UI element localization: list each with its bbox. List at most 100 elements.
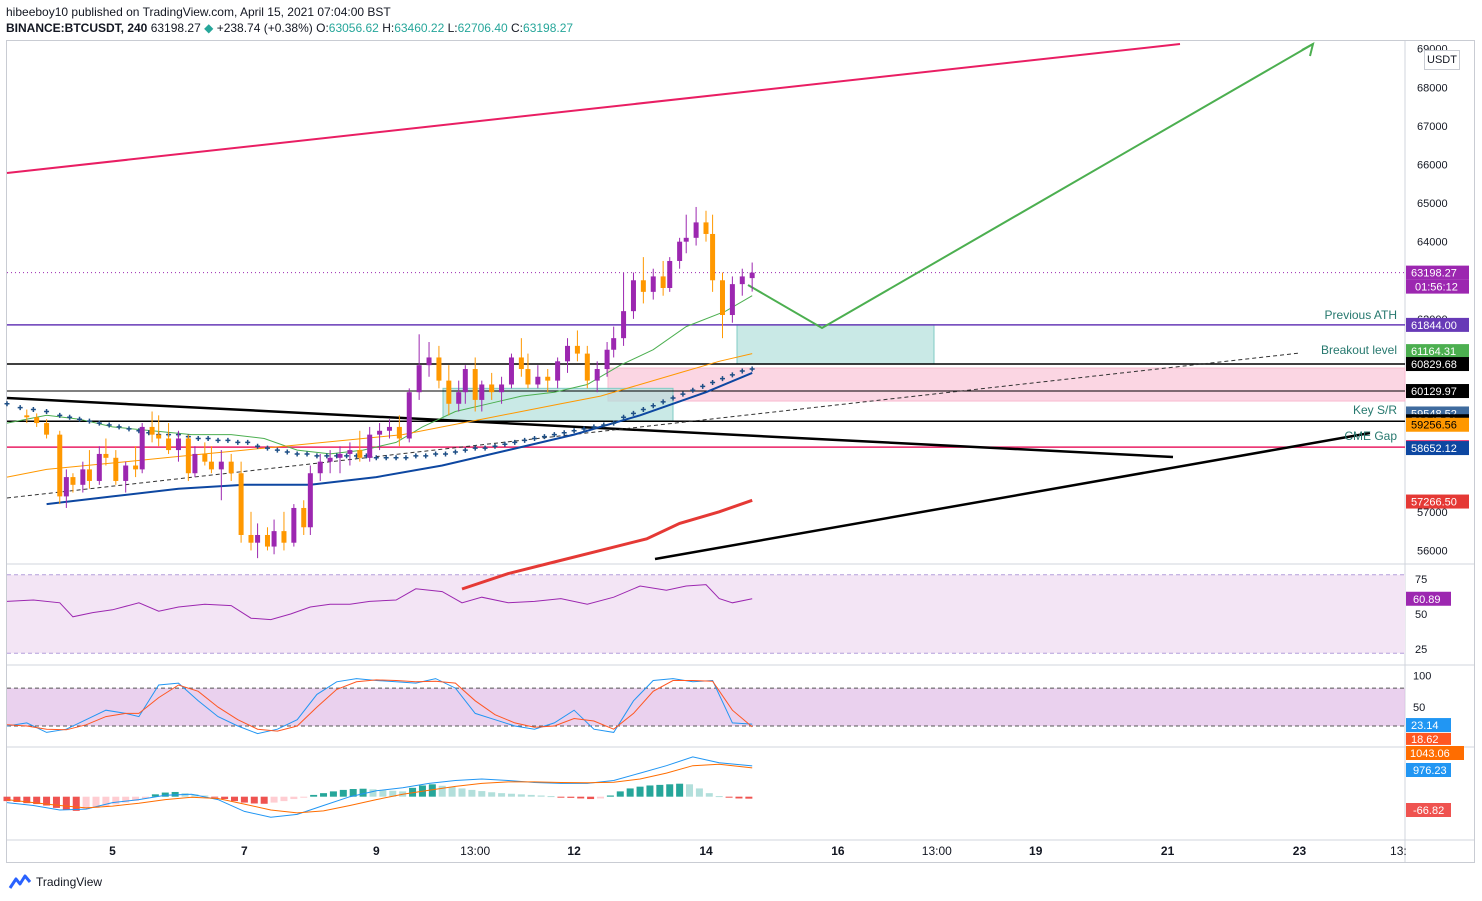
breakout-level-label: Breakout level [1321, 343, 1397, 357]
macd-histogram-bar [3, 796, 11, 802]
last-price: 63198.27 [150, 21, 201, 35]
macd-histogram-bar [438, 785, 446, 797]
macd-histogram-bar [735, 796, 743, 799]
macd-histogram-bar [468, 789, 476, 797]
sar-mark [393, 455, 399, 461]
sar-mark [601, 422, 607, 428]
macd-histogram-bar [626, 788, 634, 797]
last-price-tag-bg [1406, 265, 1469, 280]
candle-body [525, 369, 531, 385]
sar-mark [650, 403, 656, 409]
sar-mark [126, 426, 132, 432]
macd-histogram-bar [231, 796, 239, 802]
time-tick: 23 [1293, 844, 1307, 858]
macd-histogram-bar [379, 790, 387, 797]
candle-body [86, 469, 92, 481]
currency-badge[interactable]: USDT [1424, 50, 1460, 70]
chart-header: hibeeboy10 published on TradingView.com,… [6, 4, 573, 36]
ath-tag: 61844.00 [1411, 320, 1457, 332]
sar-mark [571, 428, 577, 434]
rsi-tag-bg [1406, 591, 1451, 606]
macd-histogram-bar [389, 790, 397, 797]
sar-mark [472, 445, 478, 451]
symbol-label[interactable]: BINANCE:BTCUSDT, 240 [6, 21, 148, 35]
candle-body [337, 453, 343, 458]
sar-mark [690, 387, 696, 393]
sar-mark [522, 437, 528, 443]
macd-histogram-bar [577, 796, 585, 799]
resistance-zone-box [607, 367, 1406, 402]
macd-histogram-bar [478, 791, 486, 797]
time-tick: 21 [1161, 844, 1175, 858]
candle-body [80, 469, 86, 485]
price-tick: 57000 [1417, 507, 1448, 519]
published-line: hibeeboy10 published on TradingView.com,… [6, 5, 391, 19]
candle-body [472, 369, 478, 400]
macd-histogram-bar [329, 791, 337, 797]
candle-body [396, 426, 402, 439]
candle-body [192, 453, 198, 474]
sar-mark [205, 436, 211, 442]
candle-body [719, 280, 725, 316]
candle-body [185, 438, 191, 474]
candle-body [667, 260, 673, 288]
rsi-tick: 50 [1415, 609, 1427, 621]
sar-mark [512, 439, 518, 445]
macd-histogram-bar [13, 796, 21, 802]
candle-body [202, 453, 208, 462]
sar-mark [344, 453, 350, 459]
candle-body [96, 453, 102, 481]
candle-body [377, 430, 383, 435]
candle-body [255, 534, 261, 543]
sar-mark [443, 451, 449, 457]
sar-mark [86, 418, 92, 424]
time-tick: 16 [831, 844, 845, 858]
macd-histogram-bar [686, 784, 694, 797]
candle-body [508, 357, 514, 385]
macd-histogram-bar [567, 796, 575, 798]
sar-mark [611, 420, 617, 426]
price-tick: 56000 [1417, 545, 1448, 557]
candle-body [574, 345, 580, 354]
sar-mark [116, 424, 122, 430]
open-value: 63056.62 [328, 21, 379, 35]
sar-mark [77, 416, 83, 422]
rsi-tick: 75 [1415, 574, 1427, 586]
stoch-k-line [6, 678, 753, 735]
candle-body [57, 434, 63, 497]
sar-mark [581, 426, 587, 432]
price-tick: 68000 [1417, 82, 1448, 94]
candle-body [611, 338, 617, 350]
candle-body [446, 380, 452, 404]
macd-histogram-bar [122, 796, 130, 803]
stoch-d-tag-bg [1406, 732, 1451, 745]
stoch-tick: 100 [1413, 670, 1431, 682]
candle-body [301, 507, 307, 528]
macd-histogram-bar [310, 794, 318, 797]
candle-body [386, 426, 392, 431]
candle-body [291, 507, 297, 543]
open-label: O: [316, 21, 329, 35]
candle-body [604, 349, 610, 370]
candle-body [228, 461, 234, 474]
low-value: 62706.40 [457, 21, 508, 35]
ema50-tag-bg [1406, 417, 1469, 432]
footer-brand[interactable]: TradingView [36, 875, 103, 889]
candle-body [281, 531, 287, 543]
macd-histogram-bar [606, 795, 614, 797]
retest-zone-box [736, 324, 935, 365]
time-tick: 13: [1390, 844, 1407, 858]
candle-body [640, 280, 646, 292]
macd-histogram-bar [171, 791, 179, 797]
sar-mark [235, 439, 241, 445]
high-label: H: [382, 21, 395, 35]
candle-body [327, 457, 333, 462]
macd-histogram-bar [428, 784, 436, 797]
sar-mark [719, 376, 725, 382]
ema100-tag-bg [1406, 441, 1469, 456]
sar-mark [215, 437, 221, 443]
sar-mark [502, 441, 508, 447]
candle-body [416, 365, 422, 393]
macd-histogram-bar [92, 796, 100, 808]
